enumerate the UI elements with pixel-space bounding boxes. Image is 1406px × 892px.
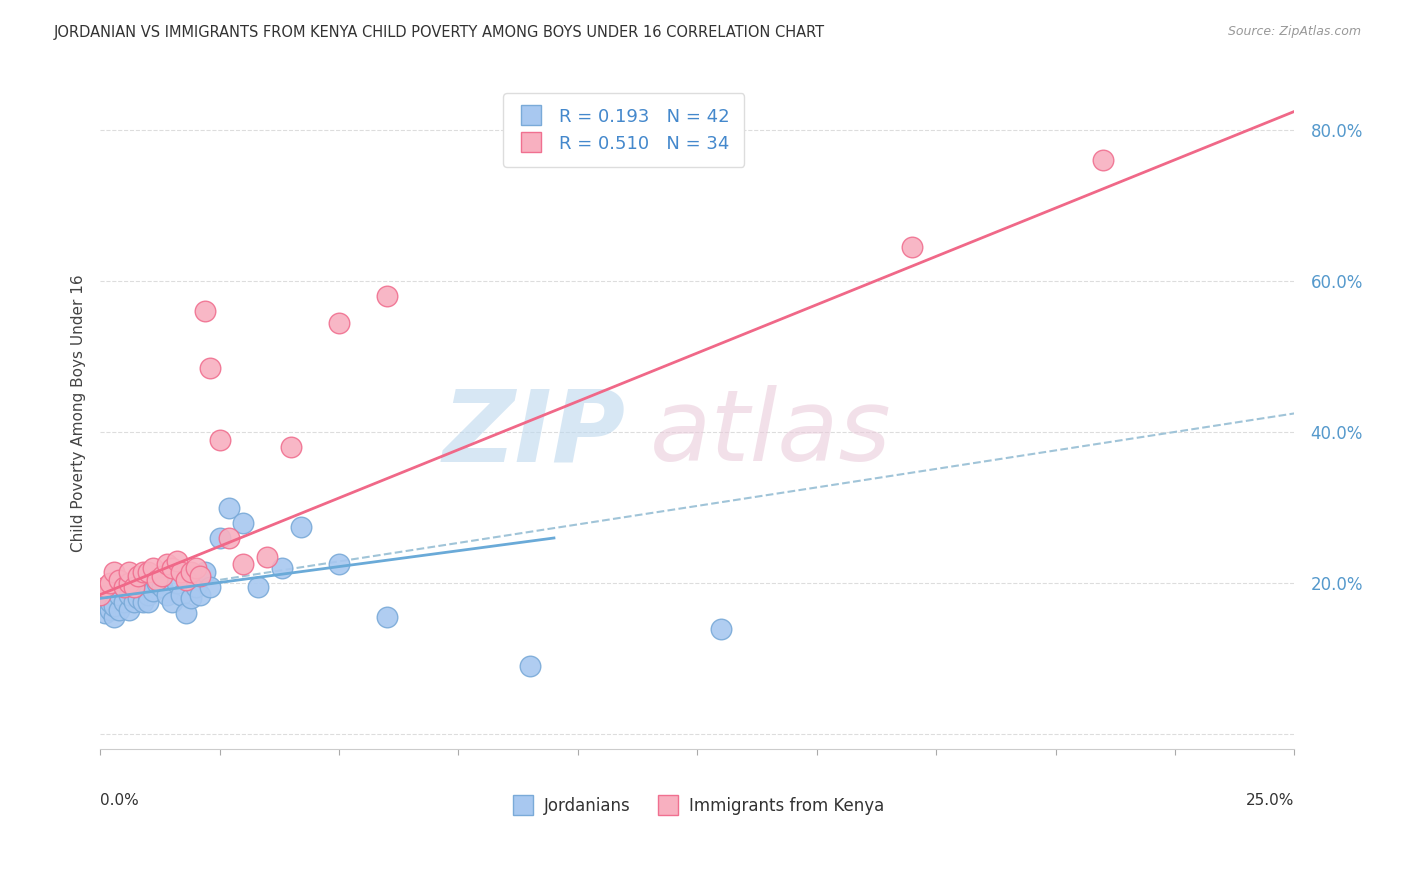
Point: [170, 565, 193, 579]
Point: [122, 595, 145, 609]
Point: [118, 603, 141, 617]
Point: [98, 595, 121, 609]
Point: [232, 516, 254, 530]
Point: [280, 441, 302, 455]
Point: [108, 588, 131, 602]
Point: [194, 304, 217, 318]
Point: [198, 580, 221, 594]
Point: [328, 558, 350, 572]
Point: [160, 595, 183, 609]
Point: [132, 595, 155, 609]
Point: [132, 565, 155, 579]
Point: [180, 565, 202, 579]
Text: 25.0%: 25.0%: [1246, 793, 1295, 808]
Point: [94, 580, 117, 594]
Point: [122, 580, 145, 594]
Point: [127, 568, 149, 582]
Point: [270, 561, 292, 575]
Point: [118, 576, 141, 591]
Point: [218, 500, 240, 515]
Point: [375, 289, 398, 303]
Point: [184, 580, 207, 594]
Text: JORDANIAN VS IMMIGRANTS FROM KENYA CHILD POVERTY AMONG BOYS UNDER 16 CORRELATION: JORDANIAN VS IMMIGRANTS FROM KENYA CHILD…: [53, 25, 824, 40]
Point: [174, 573, 197, 587]
Point: [710, 622, 733, 636]
Text: ZIP: ZIP: [443, 385, 626, 482]
Text: Source: ZipAtlas.com: Source: ZipAtlas.com: [1227, 25, 1361, 38]
Point: [127, 576, 149, 591]
Point: [290, 519, 312, 533]
Point: [166, 554, 188, 568]
Point: [112, 580, 135, 594]
Point: [180, 591, 202, 606]
Point: [194, 565, 217, 579]
Point: [208, 531, 231, 545]
Point: [246, 580, 269, 594]
Point: [519, 659, 541, 673]
Point: [98, 576, 121, 591]
Point: [160, 561, 183, 575]
Point: [150, 568, 173, 582]
Point: [146, 576, 169, 591]
Text: 0.0%: 0.0%: [100, 793, 139, 808]
Point: [1092, 153, 1115, 168]
Point: [170, 588, 193, 602]
Point: [198, 361, 221, 376]
Point: [150, 580, 173, 594]
Point: [108, 603, 131, 617]
Point: [190, 568, 212, 582]
Text: atlas: atlas: [650, 385, 891, 482]
Point: [103, 610, 125, 624]
Point: [232, 558, 254, 572]
Point: [328, 316, 350, 330]
Point: [375, 610, 398, 624]
Point: [118, 565, 141, 579]
Point: [901, 240, 924, 254]
Point: [112, 595, 135, 609]
Point: [142, 561, 165, 575]
Y-axis label: Child Poverty Among Boys Under 16: Child Poverty Among Boys Under 16: [72, 275, 86, 552]
Point: [146, 573, 169, 587]
Point: [103, 565, 125, 579]
Point: [122, 580, 145, 594]
Point: [136, 588, 159, 602]
Point: [218, 531, 240, 545]
Point: [112, 580, 135, 594]
Point: [166, 576, 188, 591]
Point: [256, 549, 278, 564]
Point: [156, 558, 179, 572]
Point: [118, 588, 141, 602]
Legend: Jordanians, Immigrants from Kenya: Jordanians, Immigrants from Kenya: [503, 790, 891, 822]
Point: [89, 595, 111, 609]
Point: [136, 565, 159, 579]
Point: [127, 591, 149, 606]
Point: [98, 603, 121, 617]
Point: [142, 583, 165, 598]
Point: [190, 588, 212, 602]
Point: [174, 607, 197, 621]
Point: [184, 561, 207, 575]
Point: [136, 595, 159, 609]
Point: [208, 433, 231, 447]
Point: [156, 588, 179, 602]
Point: [108, 573, 131, 587]
Point: [103, 599, 125, 613]
Point: [89, 588, 111, 602]
Point: [94, 607, 117, 621]
